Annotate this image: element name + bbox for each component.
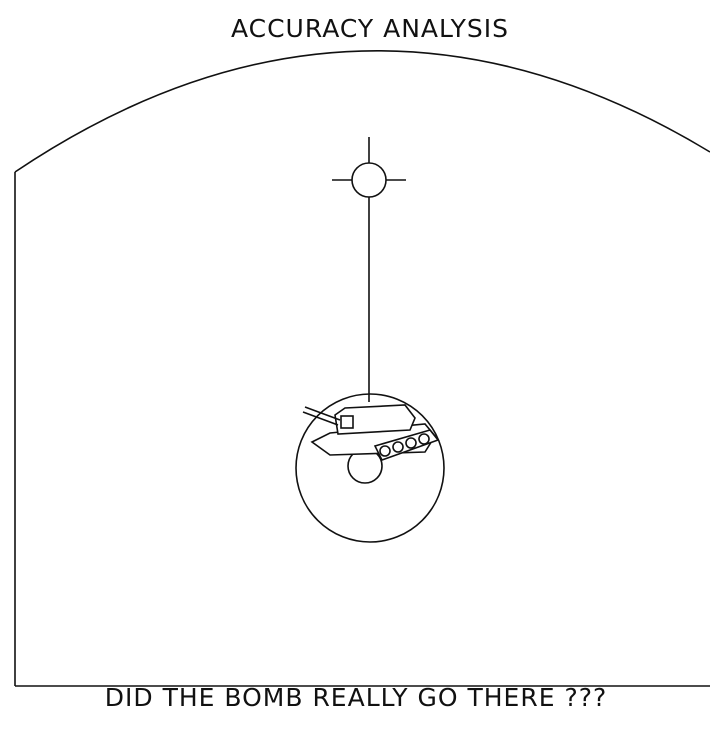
- page: ACCURACY ANALYSIS DID THE BOMB REALLY GO…: [0, 0, 710, 738]
- title: ACCURACY ANALYSIS: [231, 14, 509, 43]
- tank-hatch: [341, 416, 353, 428]
- caption: DID THE BOMB REALLY GO THERE ???: [105, 683, 608, 712]
- tank: [303, 405, 438, 460]
- tank-wheel: [380, 446, 390, 456]
- tank-wheel: [406, 438, 416, 448]
- tank-wheel: [419, 434, 429, 444]
- frame: [15, 51, 710, 686]
- aim-circle: [352, 163, 386, 197]
- horizon-arc: [15, 51, 710, 172]
- diagram: ACCURACY ANALYSIS DID THE BOMB REALLY GO…: [0, 0, 710, 738]
- tank-gun: [305, 407, 340, 420]
- tank-wheel: [393, 442, 403, 452]
- crosshair: [332, 137, 406, 402]
